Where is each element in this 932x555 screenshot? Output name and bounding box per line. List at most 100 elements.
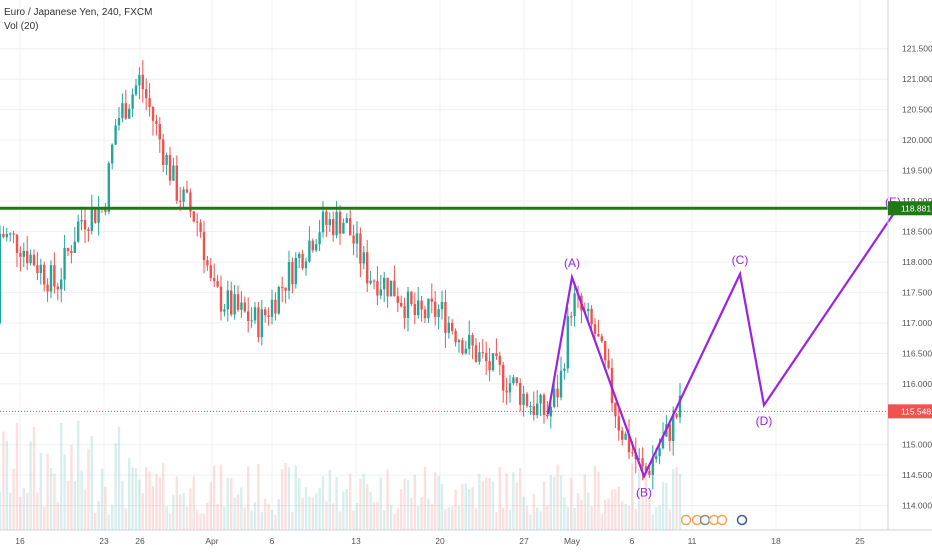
volume-bar bbox=[315, 493, 318, 530]
candle-body bbox=[267, 315, 270, 317]
volume-bar bbox=[182, 493, 185, 530]
candle-body bbox=[216, 281, 219, 287]
candle-body bbox=[148, 98, 151, 107]
candle-body bbox=[403, 306, 406, 319]
volume-bar bbox=[111, 504, 114, 530]
candle-body bbox=[56, 286, 59, 290]
volume-bar bbox=[549, 475, 552, 530]
volume-bar bbox=[478, 473, 481, 530]
candle-body bbox=[556, 388, 559, 398]
volume-bar bbox=[444, 509, 447, 530]
economic-event-icon[interactable] bbox=[680, 514, 692, 526]
volume-bar bbox=[332, 503, 335, 530]
candle-body bbox=[631, 452, 634, 454]
volume-bar bbox=[498, 466, 501, 530]
volume-bar bbox=[451, 506, 454, 530]
candle-body bbox=[202, 231, 206, 261]
economic-event-icon[interactable] bbox=[716, 514, 728, 526]
volume-bar bbox=[308, 496, 311, 530]
volume-bars bbox=[0, 420, 682, 530]
resistance-price-label-bg bbox=[888, 201, 932, 216]
wave-label: (A) bbox=[564, 256, 580, 270]
candle-body bbox=[563, 368, 566, 371]
candle-body bbox=[274, 299, 277, 314]
volume-bar bbox=[570, 477, 573, 530]
volume-bar bbox=[60, 423, 63, 530]
candle-body bbox=[192, 211, 195, 222]
volume-bar bbox=[325, 501, 328, 530]
volume-bar bbox=[83, 489, 87, 530]
x-tick-label: 20 bbox=[435, 536, 445, 546]
volume-bar bbox=[386, 469, 389, 530]
economic-event-icon[interactable] bbox=[736, 514, 748, 526]
volume-bar bbox=[505, 473, 508, 530]
volume-bar bbox=[209, 482, 212, 530]
volume-bar bbox=[175, 476, 178, 530]
candle-body bbox=[485, 353, 488, 362]
volume-bar bbox=[447, 507, 450, 530]
volume-bar bbox=[420, 497, 423, 530]
candlesticks bbox=[0, 60, 682, 490]
candle-body bbox=[49, 265, 53, 292]
volume-bar bbox=[403, 478, 406, 530]
candle-body bbox=[131, 94, 134, 109]
candle-body bbox=[29, 254, 32, 264]
candle-body bbox=[342, 222, 345, 234]
volume-bar bbox=[529, 514, 532, 530]
volume-bar bbox=[260, 512, 263, 530]
candle-body bbox=[39, 264, 42, 274]
volume-bar bbox=[100, 468, 104, 530]
chart-legend: Euro / Japanese Yen, 240, FXCM Vol (20) bbox=[4, 6, 152, 34]
volume-bar bbox=[491, 481, 495, 530]
candle-body bbox=[19, 253, 22, 257]
candle-body bbox=[406, 291, 410, 319]
candle-body bbox=[587, 308, 590, 312]
candle-body bbox=[491, 353, 495, 371]
y-tick-label: 119.500 bbox=[902, 166, 932, 176]
volume-bar bbox=[56, 502, 59, 530]
candle-body bbox=[502, 364, 505, 391]
volume-bar bbox=[349, 473, 352, 530]
candle-body bbox=[196, 221, 199, 223]
volume-bar bbox=[661, 482, 665, 530]
candle-body bbox=[468, 335, 471, 349]
volume-bar bbox=[22, 488, 25, 530]
volume-bar bbox=[66, 481, 70, 530]
candle-body bbox=[648, 470, 651, 475]
candle-body bbox=[481, 352, 484, 354]
elliott-wave-path bbox=[546, 209, 897, 480]
volume-bar bbox=[338, 511, 342, 530]
volume-bar bbox=[43, 506, 46, 530]
candle-body bbox=[308, 240, 311, 262]
candle-body bbox=[104, 208, 107, 212]
candle-body bbox=[597, 333, 600, 337]
candle-body bbox=[226, 290, 229, 310]
economic-event-icon[interactable] bbox=[699, 514, 711, 526]
volume-bar bbox=[230, 477, 233, 530]
volume-bar bbox=[393, 513, 396, 530]
volume-bar bbox=[301, 497, 304, 530]
candle-body bbox=[301, 253, 304, 269]
candle-body bbox=[624, 433, 627, 440]
candle-body bbox=[423, 309, 427, 319]
y-tick-label: 118.500 bbox=[902, 226, 932, 236]
volume-bar bbox=[485, 477, 488, 530]
volume-bar bbox=[284, 463, 287, 530]
candle-body bbox=[328, 219, 331, 225]
volume-bar bbox=[199, 513, 202, 530]
volume-bar bbox=[559, 475, 563, 530]
candle-body bbox=[233, 294, 236, 315]
volume-bar bbox=[593, 465, 597, 530]
volume-bar bbox=[372, 502, 376, 530]
candle-body bbox=[117, 118, 121, 126]
candle-body bbox=[291, 262, 294, 285]
candle-body bbox=[440, 301, 444, 309]
volume-bar bbox=[219, 464, 223, 530]
volume-bar bbox=[675, 466, 678, 530]
candle-body bbox=[0, 233, 2, 323]
candle-body bbox=[427, 298, 430, 319]
candle-body bbox=[478, 352, 481, 362]
candle-body bbox=[219, 286, 223, 312]
